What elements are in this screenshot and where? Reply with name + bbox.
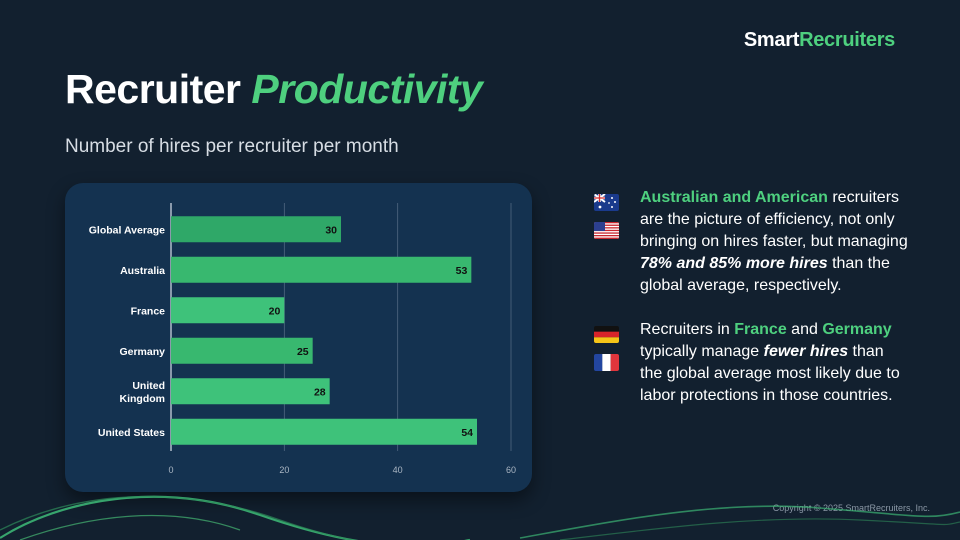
brand-logo-part1: Smart (743, 29, 800, 51)
page-title-main: Recruiter (65, 66, 252, 112)
insight-2-germany: Germany (822, 321, 892, 338)
brand-logo: SmartRecruiters (744, 29, 895, 52)
flag-group (594, 326, 622, 382)
insights-list: Australian and American recruiters are t… (590, 187, 910, 407)
insight-1-emphasis: 78% and 85% more hires (640, 255, 828, 272)
decorative-waves (0, 495, 960, 540)
x-tick-label: 60 (506, 465, 516, 475)
x-tick-label: 40 (393, 465, 403, 475)
usa-flag-icon (594, 222, 619, 239)
brand-logo-part2: Recruiters (799, 29, 895, 51)
insight-item-france-germany: Recruiters in France and Germany typical… (590, 319, 910, 407)
insight-1-text-end: than the global average, respectively. (640, 255, 890, 294)
insight-2-france: France (734, 321, 787, 338)
category-label: France (131, 305, 166, 317)
data-label: 53 (456, 265, 468, 277)
germany-flag-icon (594, 326, 619, 343)
chart-subtitle: Number of hires per recruiter per month (65, 136, 399, 157)
insight-1-text: recruiters are the picture of efficiency… (640, 189, 908, 250)
data-label: 25 (297, 346, 309, 358)
flag-group (594, 194, 622, 250)
data-label: 20 (269, 305, 281, 317)
copyright-notice: Copyright © 2025 SmartRecruiters, Inc. (772, 503, 930, 513)
x-tick-label: 20 (279, 465, 289, 475)
insight-2-text-end: than the global average most likely due … (640, 343, 900, 404)
insight-2-text: Recruiters in (640, 321, 735, 338)
data-label: 28 (314, 386, 326, 398)
category-label: Germany (119, 346, 165, 358)
insight-2-text-mid: typically manage (640, 343, 764, 360)
insight-1-highlight: Australian and American (640, 189, 828, 206)
insight-item-australia-usa: Australian and American recruiters are t… (590, 187, 910, 297)
bar (171, 378, 330, 405)
category-label: Global Average (89, 224, 165, 236)
bar (171, 418, 477, 445)
australia-flag-icon (594, 194, 619, 211)
bar (171, 337, 313, 364)
data-label: 54 (461, 427, 473, 439)
bar (171, 297, 285, 324)
insight-2-and: and (786, 321, 823, 338)
insight-2-emphasis: fewer hires (763, 343, 849, 360)
x-tick-label: 0 (168, 465, 173, 475)
data-label: 30 (325, 224, 337, 236)
category-label: United Kingdom (120, 380, 166, 405)
bar (171, 216, 341, 243)
bar-chart: 0 20 40 60 30 Global Average 53 Australia 20 Fran… (89, 203, 516, 475)
page-title: Recruiter Productivity (65, 66, 483, 113)
page-title-accent: Productivity (251, 66, 483, 112)
bar (171, 256, 472, 283)
category-label: United States (98, 427, 165, 439)
category-label: Australia (120, 265, 165, 277)
chart-card: 0 20 40 60 30 Global Average 53 Australia 20 Fran… (65, 183, 532, 492)
france-flag-icon (594, 354, 619, 371)
